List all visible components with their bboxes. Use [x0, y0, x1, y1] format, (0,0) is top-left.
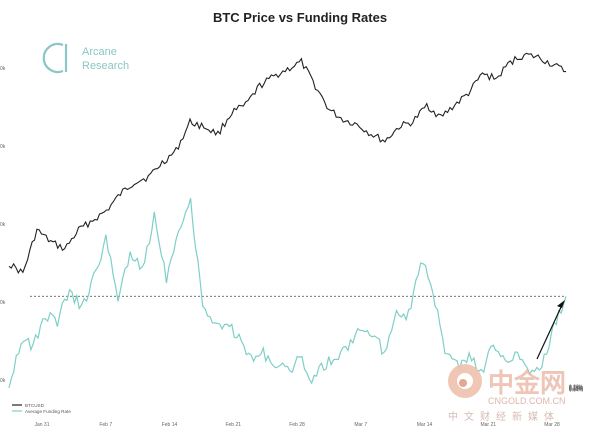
watermark: 中金网 CNGOLD.COM.CN 中文财经新媒体	[448, 364, 566, 423]
right-tick-label: 0.12%	[569, 387, 584, 393]
right-tick-label: 0.2%	[569, 386, 581, 392]
right-tick-label: 0.16%	[569, 386, 584, 392]
left-tick-label: 0k	[0, 66, 6, 72]
x-tick-label: Mar 28	[544, 422, 560, 428]
x-tick-label: Jan 31	[34, 422, 49, 428]
left-tick-label: 0k	[0, 144, 6, 150]
left-tick-label: 0k	[0, 300, 6, 306]
x-tick-label: Feb 7	[99, 422, 112, 428]
watermark-subtitle: 中文财经新媒体	[448, 410, 560, 423]
legend: BTCUSD Average Funding Rate	[12, 403, 71, 414]
chart-title: BTC Price vs Funding Rates	[213, 10, 387, 25]
watermark-url: CNGOLD.COM.CN	[488, 396, 566, 406]
legend-label-funding: Average Funding Rate	[25, 409, 71, 414]
right-tick-label: 0.24%	[569, 385, 584, 391]
right-tick-label: 0.08%	[569, 387, 584, 393]
x-tick-label: Feb 28	[289, 422, 305, 428]
x-tick-label: Mar 7	[354, 422, 367, 428]
trend-arrow	[536, 300, 565, 360]
x-tick-label: Mar 21	[480, 422, 496, 428]
watermark-title: 中金网	[488, 368, 566, 399]
x-axis: Jan 31 Feb 7 Feb 14 Feb 21 Feb 28 Mar 7 Mar 14…	[34, 422, 560, 428]
right-axis: 0.28%0.24%0.2%0.16%0.12%0.08%0.04%	[569, 385, 584, 394]
left-tick-label: 0k	[0, 222, 6, 228]
arcane-research-logo: Arcane Research	[42, 42, 129, 74]
right-tick-label: 0.04%	[569, 388, 584, 394]
brand-line-2: Research	[82, 60, 129, 72]
right-tick-label: 0.28%	[569, 385, 584, 391]
x-tick-label: Feb 21	[225, 422, 241, 428]
series-line-average-funding-rate	[8, 198, 567, 388]
left-tick-label: 0k	[0, 378, 6, 384]
brand-line-1: Arcane	[82, 46, 117, 58]
series-line-btcusd	[8, 52, 566, 274]
arcane-logo-icon	[42, 42, 64, 74]
x-tick-label: Mar 14	[417, 422, 433, 428]
legend-label-btcusd: BTCUSD	[25, 403, 45, 408]
left-axis: 0k 0k 0k 0k 0k	[0, 66, 6, 384]
x-tick-label: Feb 14	[162, 422, 178, 428]
